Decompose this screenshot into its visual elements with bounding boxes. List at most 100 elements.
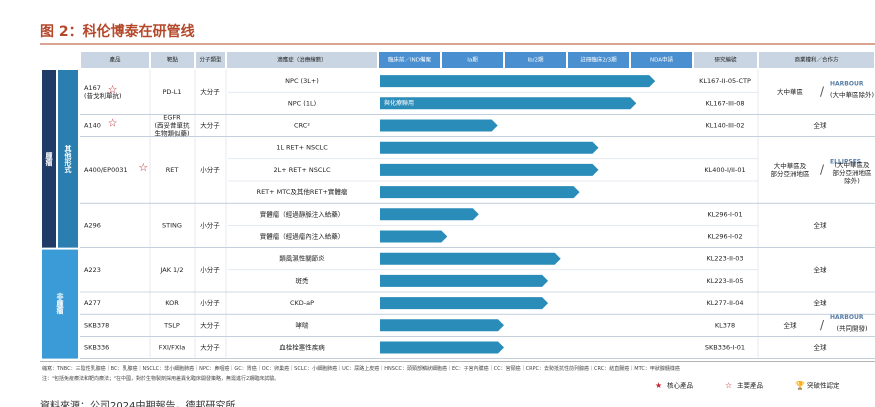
progress-bar: [380, 208, 479, 221]
study-id: KL223-II-03: [706, 255, 743, 263]
header-cell: [759, 52, 874, 68]
molecule-type: 大分子: [200, 121, 220, 130]
study-id: KL277-II-04: [706, 299, 743, 307]
title: 图 2：科伦博泰在研管线: [40, 23, 195, 40]
product-name: A277: [84, 299, 101, 307]
header-cell: [81, 52, 149, 68]
target: FXI/FXIa: [159, 344, 185, 352]
header-label: 臨床前／IND備案: [388, 56, 431, 64]
side-label: 腫瘤: [45, 151, 53, 167]
product-star: ☆: [108, 83, 118, 96]
partner: HARBOUR: [830, 81, 864, 88]
rights-slash: /: [820, 318, 825, 332]
partner-note: (共同開發): [836, 323, 867, 332]
header-cell: [379, 52, 440, 68]
study-id: KL296-I-02: [707, 233, 742, 241]
product-note: (昔戈利單抗): [84, 91, 122, 100]
molecule-type: 小分子: [200, 220, 220, 229]
header-cell: [631, 52, 692, 68]
header-label: 靶點: [167, 56, 179, 64]
footnote: 縮寫：TNBC：三陰性乳腺癌｜BC：乳腺癌｜NSCLC：非小細胞肺癌｜NPC：鼻…: [42, 365, 680, 372]
indication: NPC (1L): [288, 99, 316, 107]
study-id: KL167-II-05-CTP: [699, 77, 751, 85]
indication: 哮喘: [296, 320, 310, 329]
target: RET: [166, 166, 179, 174]
rights: 全球: [814, 121, 828, 130]
indication: CKD-aP: [290, 299, 314, 307]
study-id: SKB336-I-01: [705, 344, 745, 352]
bar-label: 與化療聯用: [384, 99, 414, 107]
progress-bar: [380, 75, 656, 88]
progress-bar: [380, 119, 498, 132]
indication: NPC (3L+): [285, 77, 319, 85]
product-name: A140: [84, 122, 101, 130]
product-name: A400/EP0031: [84, 166, 128, 174]
header-cell: [151, 52, 194, 68]
target: EGFR (西妥昔單抗生物類似藥): [154, 114, 190, 138]
legend-symbol: 🏆: [795, 380, 805, 390]
indication: 實體瘤（經過靜脈注入給藥）: [260, 209, 345, 218]
product-name: SKB336: [84, 344, 109, 352]
target: KOR: [165, 299, 179, 307]
indication: 類風濕性關節炎: [279, 254, 325, 263]
rights-slash: /: [820, 162, 825, 176]
legend-label: 突破性認定: [807, 381, 840, 390]
indication: 1L RET+ NSCLC: [276, 144, 328, 152]
partner-note: (大中華區及部分亞洲地區除外): [833, 160, 873, 185]
product-name: A167: [84, 84, 101, 92]
header-label: NDA申請: [650, 56, 674, 64]
progress-bar: [380, 274, 549, 287]
study-id: KL400-I/II-01: [704, 166, 745, 174]
product-name: A296: [84, 221, 101, 229]
rights: 大中華區及部分亞洲地區: [771, 161, 811, 178]
header-label: 適應症（治療線數）: [277, 56, 327, 64]
molecule-type: 小分子: [200, 165, 220, 174]
study-id: KL378: [715, 321, 735, 329]
target: TSLP: [163, 321, 180, 329]
legend-label: 核心產品: [667, 381, 693, 390]
side-block: [42, 70, 56, 248]
molecule-type: 大分子: [200, 343, 220, 352]
legend-symbol: ☆: [725, 381, 732, 390]
target: PD-L1: [162, 88, 181, 96]
header-label: Ib/2期: [528, 57, 544, 64]
study-id: KL223-II-05: [706, 277, 743, 285]
progress-bar: [380, 141, 599, 154]
partner: ELLIPSES: [830, 158, 861, 165]
progress-bar: [380, 319, 504, 332]
molecule-type: 大分子: [200, 87, 220, 96]
legend-symbol: ★: [655, 381, 662, 390]
product-name: A223: [84, 266, 101, 274]
indication: 2L+ RET+ NSCLC: [273, 166, 331, 174]
header-cell: [227, 52, 377, 68]
rights-slash: /: [820, 85, 825, 99]
header-label: 分子類型: [199, 56, 222, 64]
molecule-type: 小分子: [200, 298, 220, 307]
partner: HARBOUR: [830, 314, 864, 321]
indication: CRC²: [294, 122, 310, 130]
rights: 全球: [814, 298, 828, 307]
partner-note: (大中華區除外): [830, 90, 874, 99]
study-id: KL296-I-01: [707, 210, 742, 218]
side-label: 其他形式: [64, 144, 73, 174]
header-cell: [694, 52, 757, 68]
header-label: 產品: [109, 56, 121, 64]
side-block: [42, 249, 78, 359]
rights: 全球: [814, 220, 828, 229]
rights: 全球: [814, 343, 828, 352]
product-star: ☆: [108, 117, 118, 130]
progress-bar: [380, 297, 549, 310]
rights: 全球: [814, 265, 828, 274]
product-name: SKB378: [84, 321, 109, 329]
rights: 全球: [784, 320, 798, 329]
target: STING: [162, 221, 182, 229]
side-label: 非腫瘤: [56, 292, 64, 315]
header-label: 註冊臨床2/3期: [580, 56, 617, 64]
footnote: 注：¹包括免疫療法和靶向療法；²在中國，對於生物製劑採用差異化臨床開發策略，無需…: [42, 375, 279, 382]
progress-bar: [380, 97, 637, 110]
progress-bar: [380, 163, 599, 176]
target: JAK 1/2: [159, 266, 183, 274]
indication: 斑禿: [296, 276, 310, 285]
indication: RET+ MTC及其他RET+實體瘤: [257, 187, 348, 196]
